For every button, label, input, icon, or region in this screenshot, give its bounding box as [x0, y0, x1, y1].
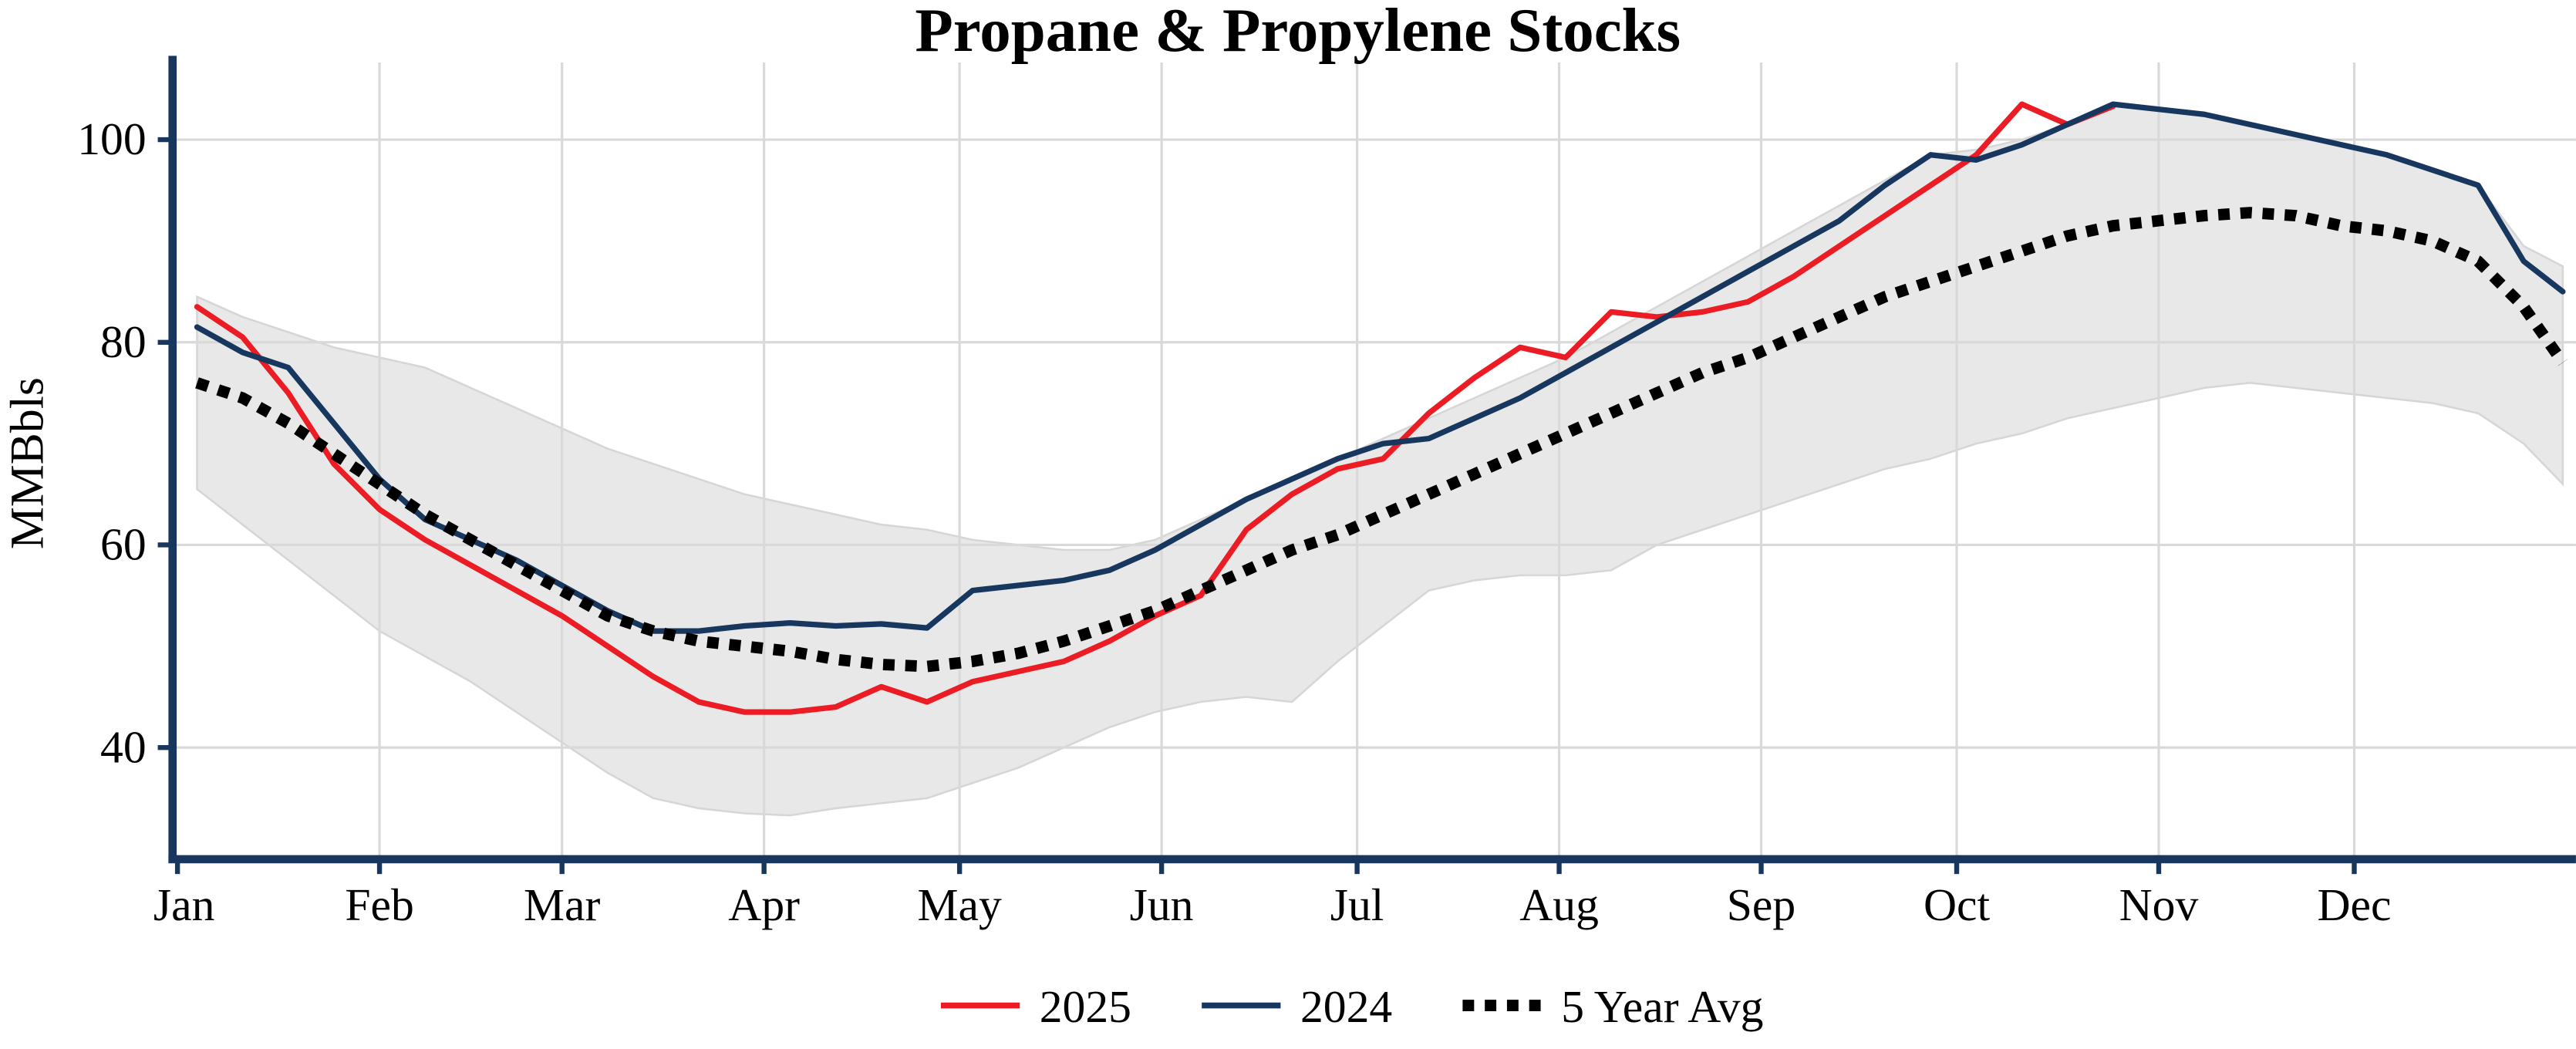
legend-label-2024: 2024 [1300, 981, 1392, 1032]
y-tick-label-60: 60 [100, 519, 147, 570]
legend: 2025 2024 5 Year Avg [940, 981, 1763, 1032]
x-tick-label-Mar: Mar [524, 879, 600, 930]
x-tick-label-Oct: Oct [1924, 879, 1991, 930]
x-tick-label-Dec: Dec [2317, 879, 2391, 930]
x-tick-label-Aug: Aug [1519, 879, 1599, 930]
chart-title: Propane & Propylene Stocks [915, 0, 1681, 65]
tick-labels: 40 60 80 100 Jan Feb Mar Apr May Jun Jul Aug Sep Oct N… [77, 113, 2391, 930]
gridlines-overlay [172, 62, 2576, 859]
y-tick-label-40: 40 [100, 721, 147, 772]
x-tick-label-May: May [917, 879, 1001, 930]
x-tick-label-Jul: Jul [1330, 879, 1384, 930]
x-tick-label-Jun: Jun [1130, 879, 1194, 930]
y-tick-label-100: 100 [77, 113, 146, 164]
y-axis-label: MMBbls [1, 377, 53, 549]
x-tick-label-Sep: Sep [1727, 879, 1795, 930]
series-line-2025 [194, 101, 2116, 715]
x-tick-label-Feb: Feb [345, 879, 413, 930]
legend-label-2025: 2025 [1040, 981, 1131, 1032]
axes [157, 56, 2576, 875]
legend-label-5-year-avg: 5 Year Avg [1561, 981, 1763, 1032]
series-lines [194, 101, 2568, 715]
x-tick-label-Nov: Nov [2119, 879, 2199, 930]
x-tick-label-Apr: Apr [728, 879, 800, 930]
y-tick-label-80: 80 [100, 316, 147, 367]
x-tick-label-Jan: Jan [153, 879, 214, 930]
